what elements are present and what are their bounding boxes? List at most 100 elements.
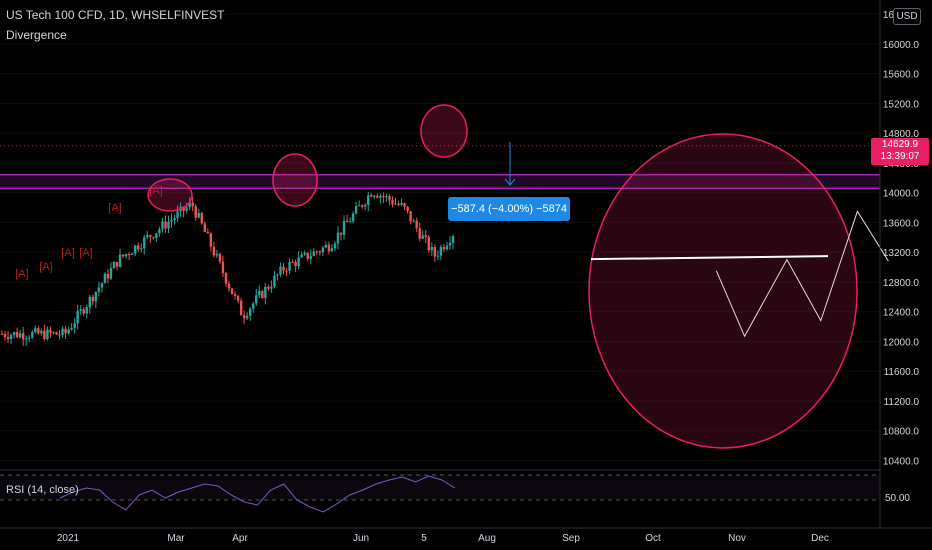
candle-body xyxy=(394,203,397,205)
candle-body xyxy=(103,273,107,284)
candle-body xyxy=(233,294,237,296)
candle-body xyxy=(152,237,155,239)
candle-body xyxy=(100,283,104,288)
time-tick-label: Dec xyxy=(811,533,829,544)
candle-body xyxy=(261,291,264,298)
candle-body xyxy=(318,251,322,253)
candle-body xyxy=(306,252,309,259)
candle-body xyxy=(6,337,10,340)
rsi-line xyxy=(59,475,456,513)
candle-body xyxy=(436,255,440,257)
candle-body xyxy=(67,329,70,334)
candle-body xyxy=(25,338,28,340)
candle-body xyxy=(303,252,306,255)
candle-body xyxy=(300,254,303,258)
candle-body xyxy=(439,246,443,256)
candle-body xyxy=(239,300,243,316)
candle-body xyxy=(433,247,437,257)
candle-body xyxy=(164,221,167,229)
candle-body xyxy=(276,274,279,276)
candle-body xyxy=(427,236,430,251)
candle-body xyxy=(342,220,346,235)
rsi-band xyxy=(0,475,880,500)
price-tick-label: 14000.0 xyxy=(883,189,920,200)
candle-body xyxy=(415,220,418,229)
price-tick-label: 11200.0 xyxy=(884,397,920,408)
candle-body xyxy=(28,337,31,339)
candle-body xyxy=(430,247,434,251)
candle-body xyxy=(273,275,276,287)
candle-body xyxy=(133,245,137,254)
candle-body xyxy=(373,195,376,197)
candle-body xyxy=(64,328,67,334)
candle-body xyxy=(70,327,73,330)
pattern-marker: [A] xyxy=(61,247,74,259)
candle-body xyxy=(140,248,143,250)
candle-body xyxy=(121,254,125,257)
candle-body xyxy=(191,202,194,207)
candle-body xyxy=(18,333,22,338)
candle-body xyxy=(418,228,421,239)
price-tick-label: 10800.0 xyxy=(883,427,920,438)
candle-body xyxy=(357,205,361,207)
time-tick-label: Apr xyxy=(232,533,248,544)
pattern-marker: [A] xyxy=(149,185,162,197)
candle-body xyxy=(345,220,349,223)
candle-body xyxy=(118,254,122,267)
chart-title: US Tech 100 CFD, 1D, WHSELFINVEST xyxy=(6,8,225,22)
candle-body xyxy=(3,334,7,338)
candle-body xyxy=(267,286,270,289)
candle-body xyxy=(354,205,358,214)
candle-body xyxy=(176,211,179,219)
candle-body xyxy=(109,268,113,279)
candle-body xyxy=(170,219,173,222)
candle-body xyxy=(221,261,225,274)
candle-body xyxy=(376,195,379,198)
price-tick-label: 14800.0 xyxy=(883,129,920,140)
candle-body xyxy=(40,330,43,334)
candle-body xyxy=(34,328,37,332)
candle-body xyxy=(279,266,282,275)
candle-body xyxy=(242,315,246,319)
candle-body xyxy=(85,307,88,314)
neckline xyxy=(590,255,829,261)
rsi-label: RSI (14, close) xyxy=(6,484,79,496)
candle-body xyxy=(185,207,188,211)
time-tick-label: Aug xyxy=(478,533,496,544)
candle-body xyxy=(264,286,267,298)
candle-body xyxy=(255,295,258,304)
price-tick-label: 11600.0 xyxy=(884,367,920,378)
candle-body xyxy=(15,332,19,338)
candle-body xyxy=(382,195,385,197)
candle-body xyxy=(167,221,170,229)
candle-body xyxy=(294,261,297,267)
indicator-label: Divergence xyxy=(6,28,67,42)
candle-body xyxy=(445,245,449,250)
price-tick-label: 12800.0 xyxy=(883,278,920,289)
price-tick-label: 16000.0 xyxy=(883,40,920,51)
candle-body xyxy=(400,203,403,205)
last-price-value: 14629.9 xyxy=(881,139,919,150)
price-tick-label: 15600.0 xyxy=(883,70,920,81)
candle-body xyxy=(137,245,140,250)
candle-body xyxy=(364,204,367,207)
candle-body xyxy=(106,273,110,279)
candle-body xyxy=(321,247,325,253)
measure-label[interactable]: −587.4 (−4.00%) −5874 xyxy=(448,197,570,221)
candle-body xyxy=(21,333,25,340)
currency-button[interactable]: USD xyxy=(893,8,921,25)
candle-body xyxy=(12,332,16,336)
price-tick-label: 15200.0 xyxy=(883,99,920,110)
candle-body xyxy=(258,291,261,296)
candle-body xyxy=(206,231,210,234)
pattern-marker: [A] xyxy=(39,261,52,273)
candle-body xyxy=(124,254,128,257)
candle-body xyxy=(451,236,455,243)
candle-body xyxy=(112,262,116,269)
price-tick-label: 10400.0 xyxy=(883,457,920,468)
candle-body xyxy=(324,244,328,248)
time-tick-label: Jun xyxy=(353,533,369,544)
candle-body xyxy=(127,254,131,256)
pattern-marker: [A] xyxy=(15,268,28,280)
